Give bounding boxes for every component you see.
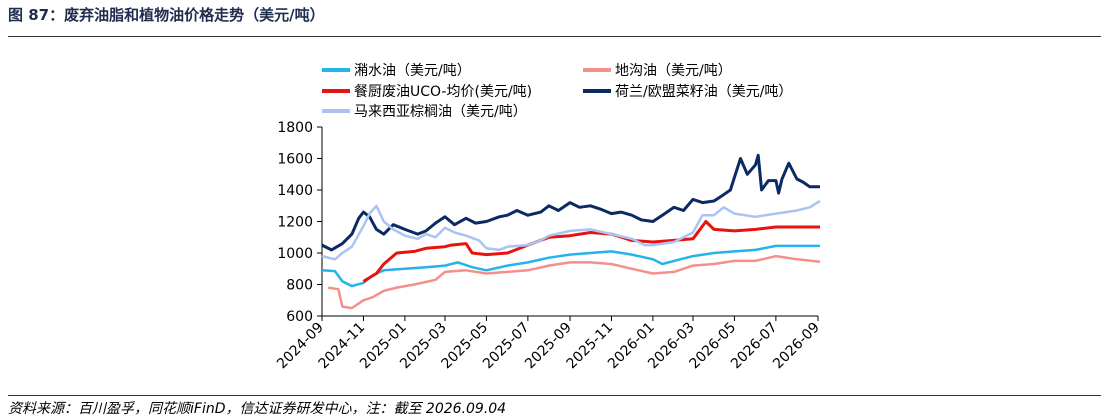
series-line-1 <box>327 254 821 310</box>
y-tick-label: 600 <box>286 309 313 325</box>
bottom-divider <box>8 395 1101 396</box>
series-line-3 <box>321 153 820 252</box>
chart-title: 图 87：废弃油脂和植物油价格走势（美元/吨） <box>8 6 325 24</box>
legend-label-0: 潲水油（美元/吨） <box>354 63 471 79</box>
y-tick-label: 1600 <box>277 152 313 168</box>
legend: 潲水油（美元/吨） 地沟油（美元/吨） 餐厨废油UCO-均价(美元/吨) 荷兰/欧盟菜… <box>322 63 792 120</box>
legend-label-1: 地沟油（美元/吨） <box>615 63 732 79</box>
legend-label-3: 荷兰/欧盟菜籽油（美元/吨） <box>615 84 792 100</box>
series-lines <box>321 153 821 310</box>
legend-label-2: 餐厨废油UCO-均价(美元/吨) <box>354 84 532 100</box>
legend-label-4: 马来西亚棕榈油（美元/吨） <box>354 104 527 120</box>
y-tick-label: 1800 <box>277 120 313 136</box>
y-tick-label: 1200 <box>277 215 313 231</box>
x-tick-label: 2026-09 <box>770 320 823 373</box>
series-line-2 <box>362 220 820 283</box>
y-tick-label: 1400 <box>277 183 313 199</box>
series-line-4 <box>321 199 821 261</box>
y-tick-label: 800 <box>286 278 313 294</box>
y-tick-label: 1000 <box>277 246 313 262</box>
top-divider <box>8 36 1101 37</box>
source-note: 资料来源：百川盈孚，同花顺iFinD，信达证券研发中心，注：截至 2026.09… <box>8 401 507 417</box>
